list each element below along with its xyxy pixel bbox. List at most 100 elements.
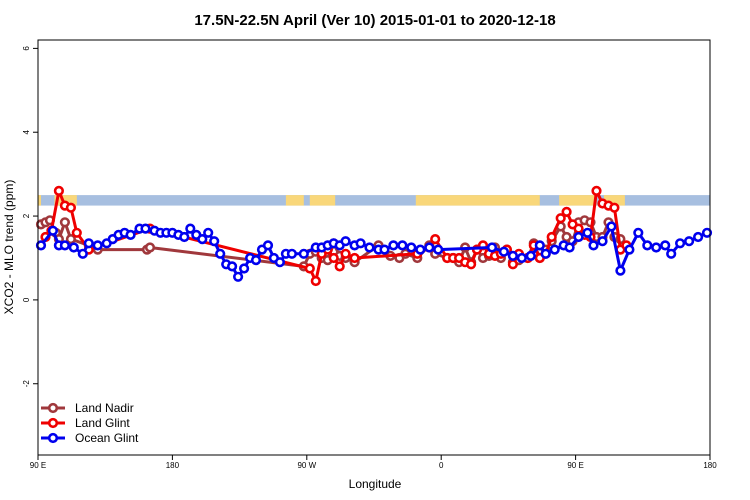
data-point [185,223,196,234]
data-point [701,227,713,238]
data-point [59,217,71,228]
y-tick-label: 6 [22,46,31,51]
land-band-segment [285,195,304,206]
data-point [65,202,76,213]
data-point [555,213,566,224]
data-point [239,263,250,274]
data-point [262,240,274,251]
x-tick-label: 180 [166,461,180,470]
data-point [424,242,435,253]
data-point [203,227,214,238]
data-point [683,236,695,247]
x-tick-label: 90 E [30,461,46,470]
data-point [549,244,560,255]
data-point [144,242,156,253]
legend-swatch-marker [47,402,59,414]
y-tick-label: 2 [22,213,31,218]
land-band-segment [38,195,41,206]
data-point [77,248,88,259]
data-point [334,261,345,272]
data-point [379,244,390,255]
y-tick-label: 0 [22,297,31,302]
data-point [233,271,244,282]
legend-item: Land Nadir [41,401,134,415]
data-point [466,259,477,270]
x-axis-label: Longitude [349,477,402,491]
data-point [349,252,360,264]
y-axis-label: XCO2 - MLO trend (ppm) [2,180,16,315]
data-point [507,250,519,261]
legend-item: Ocean Glint [41,431,139,445]
series-layer [35,185,713,287]
data-point [582,227,593,238]
data-point [507,259,519,270]
data-point [179,231,190,243]
x-axis: 90 E 180 90 W 0 90 E 180 [30,455,717,470]
data-point [364,242,375,253]
x-tick-label: 90 E [567,461,583,470]
data-point [642,240,653,251]
data-point [328,252,339,264]
data-point [609,202,620,213]
data-point [125,229,136,240]
data-point [286,248,298,259]
data-point [388,240,399,251]
series-ocean-glint [35,221,713,282]
data-point [304,263,315,274]
data-point [340,248,351,259]
data-point [274,257,286,268]
data-point [588,240,599,251]
data-point [540,248,551,259]
land-band-segment [415,195,540,206]
land-band-segment [559,195,597,206]
x-tick-label: 90 W [297,461,316,470]
data-point [525,250,536,261]
data-point [666,248,677,259]
legend-item: Land Glint [41,416,130,430]
x-tick-label: 180 [703,461,717,470]
legend-swatch-marker [47,432,59,444]
data-point [59,240,71,251]
data-point [215,248,226,259]
data-point [606,221,617,232]
data-point [227,261,238,272]
data-point [197,234,208,245]
data-point [250,255,262,266]
data-point [633,227,644,238]
data-point [534,240,545,251]
data-point [298,248,309,259]
land-band-segment [309,195,336,206]
land-mask-band [38,195,710,206]
data-point [564,242,575,253]
data-point [674,238,686,249]
data-point [591,185,602,196]
data-point [430,234,441,245]
data-point [546,231,557,243]
legend-label: Ocean Glint [75,431,139,445]
data-point [35,240,47,251]
ocean-band [38,195,710,206]
data-point [355,238,366,249]
x-tick-label: 0 [439,461,444,470]
data-point [71,227,82,238]
data-point [561,206,572,217]
data-point [406,242,417,253]
data-point [615,265,626,276]
data-point [660,240,671,251]
data-point [68,242,79,253]
data-point [92,240,103,251]
data-point [415,244,426,255]
data-point [310,275,321,287]
data-point [516,252,527,264]
data-point [340,236,351,247]
land-band-segment [603,195,625,206]
data-point [651,242,662,253]
chart-title: 17.5N-22.5N April (Ver 10) 2015-01-01 to… [194,12,555,29]
data-point [573,231,584,243]
plot-frame [37,39,711,456]
data-point [53,185,65,196]
data-point [597,236,608,247]
data-point [209,236,220,247]
data-point [140,223,151,234]
